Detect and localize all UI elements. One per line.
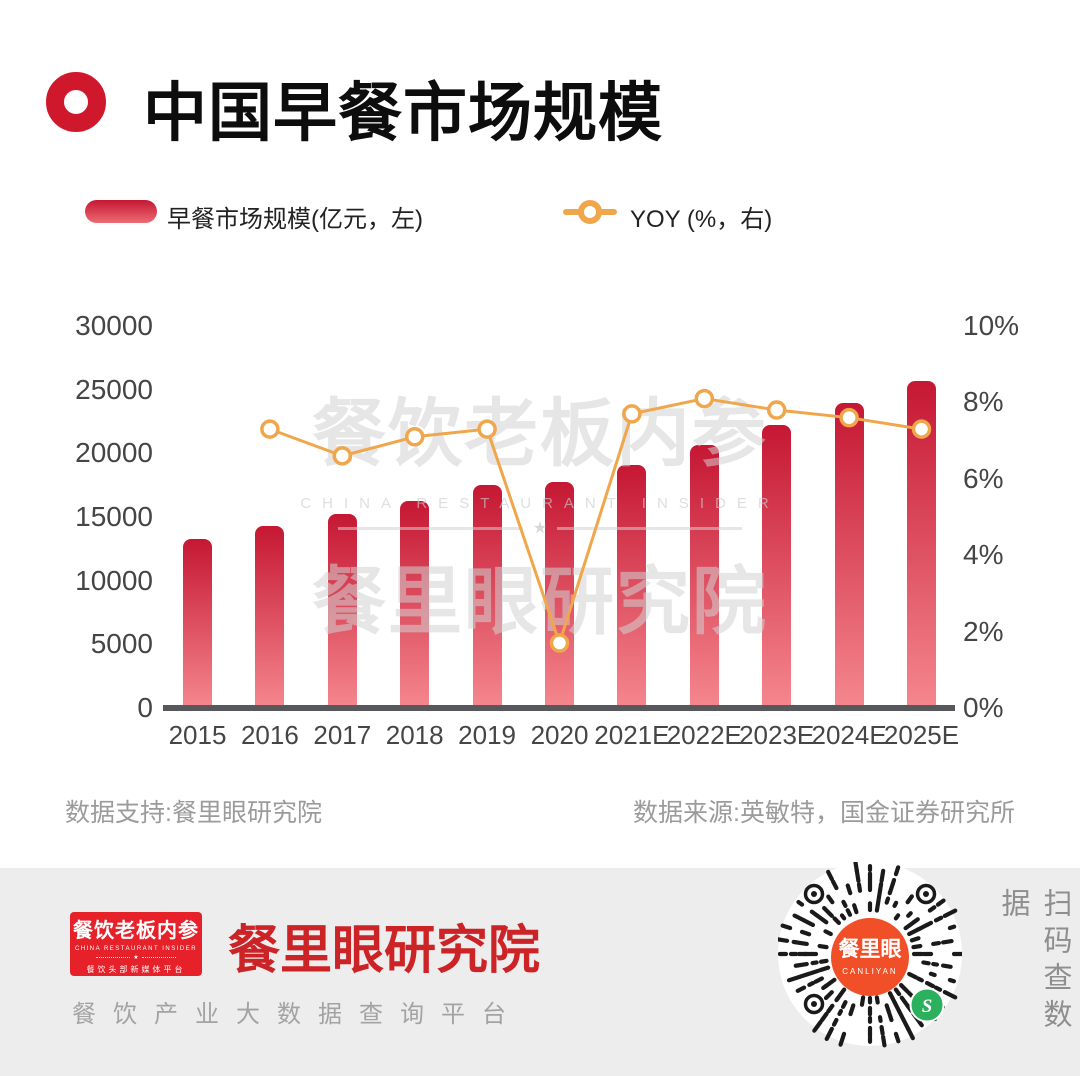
y-axis-right-tick: 0%	[963, 692, 1004, 723]
bar-2015	[183, 538, 212, 708]
bar-2024E	[834, 403, 864, 708]
x-axis-line	[163, 705, 955, 711]
yoy-data-point	[404, 427, 425, 447]
y-axis-right-tick: 2%	[963, 615, 1004, 647]
y-axis-right-tick: 10%	[963, 310, 1020, 341]
cri-logo: 餐饮老板内参 CHINA RESTAURANT INSIDER ★ 餐饮头部新媒…	[70, 912, 202, 976]
legend-line-marker-icon	[578, 200, 602, 224]
cri-logo-title: 餐饮老板内参	[73, 919, 199, 942]
bar-2018	[400, 500, 430, 708]
yoy-line-chart	[260, 388, 932, 653]
yoy-data-point	[911, 419, 932, 439]
svg-text:餐里眼: 餐里眼	[839, 937, 902, 961]
y-axis-left-tick: 20000	[75, 437, 153, 469]
legend-bar-label: 早餐市场规模(亿元，左)	[167, 206, 423, 233]
y-axis-right-tick: 8%	[963, 386, 1004, 418]
y-axis-left-tick: 15000	[75, 501, 153, 532]
qr-center-badge	[831, 918, 909, 996]
bar-2023E	[762, 424, 792, 708]
x-axis-tick: 2022E	[666, 720, 742, 750]
bar-2017	[327, 514, 357, 708]
yoy-data-point	[477, 419, 497, 439]
x-axis-tick: 2024E	[811, 720, 887, 750]
page-title: 中国早餐市场规模	[143, 77, 663, 149]
svg-text:CANLIYAN: CANLIYAN	[842, 967, 897, 976]
y-axis-left-tick: 25000	[75, 373, 153, 405]
bar-2019	[472, 485, 502, 708]
bar-2016	[255, 526, 285, 708]
y-axis-left-tick: 5000	[90, 628, 153, 660]
y-axis-right-tick: 6%	[963, 462, 1004, 494]
yoy-data-point	[260, 419, 280, 439]
yoy-data-point	[622, 404, 642, 424]
x-axis-tick: 2017	[313, 720, 372, 750]
brand-title: 餐里眼研究院	[228, 923, 541, 980]
data-support-text: 数据支持:餐里眼研究院	[65, 799, 322, 827]
wechat-miniprogram-icon	[909, 987, 945, 1023]
yoy-data-point	[766, 400, 787, 420]
bar-2021E	[617, 464, 647, 708]
cri-logo-tagline: 餐饮头部新媒体平台	[86, 964, 186, 974]
yoy-data-point	[549, 633, 570, 653]
x-axis-tick: 2025E	[883, 720, 960, 750]
yoy-data-point	[332, 446, 353, 466]
legend-bar-swatch	[85, 200, 157, 223]
x-axis-tick: 2020	[530, 720, 589, 750]
x-axis-tick: 2019	[458, 720, 517, 750]
x-axis-tick: 2021E	[594, 720, 670, 750]
bar-2020	[545, 481, 574, 708]
legend-line-label: YOY (%，右)	[630, 206, 773, 233]
x-axis-tick: 2016	[240, 720, 299, 750]
qr-code[interactable]: 餐里眼 CANLIYAN S	[778, 862, 962, 1076]
y-axis-left-tick: 10000	[75, 564, 153, 596]
brand-tagline: 餐饮产业大数据查询平台	[72, 1001, 523, 1028]
bar-2022E	[689, 445, 719, 708]
x-axis-tick: 2018	[385, 720, 444, 750]
cri-logo-star-divider: ★	[96, 954, 176, 961]
x-axis-tick: 2023E	[739, 720, 815, 750]
cri-logo-subtitle: CHINA RESTAURANT INSIDER	[74, 945, 198, 952]
yoy-data-point	[839, 407, 859, 428]
x-axis-tick: 2015	[168, 720, 227, 750]
y-axis-left-tick: 30000	[75, 310, 153, 341]
y-axis-right-tick: 4%	[963, 539, 1004, 571]
yoy-data-point	[694, 388, 715, 409]
scan-hint-text: 扫码查数据	[997, 888, 1071, 1036]
red-ring-icon	[46, 72, 106, 132]
svg-text:S: S	[922, 996, 933, 1017]
data-source-text: 数据来源:英敏特，国金证券研究所	[633, 799, 1015, 827]
footer: 餐饮老板内参 CHINA RESTAURANT INSIDER ★ 餐饮头部新媒…	[0, 862, 1080, 1076]
y-axis-left-tick: 0	[137, 692, 153, 723]
